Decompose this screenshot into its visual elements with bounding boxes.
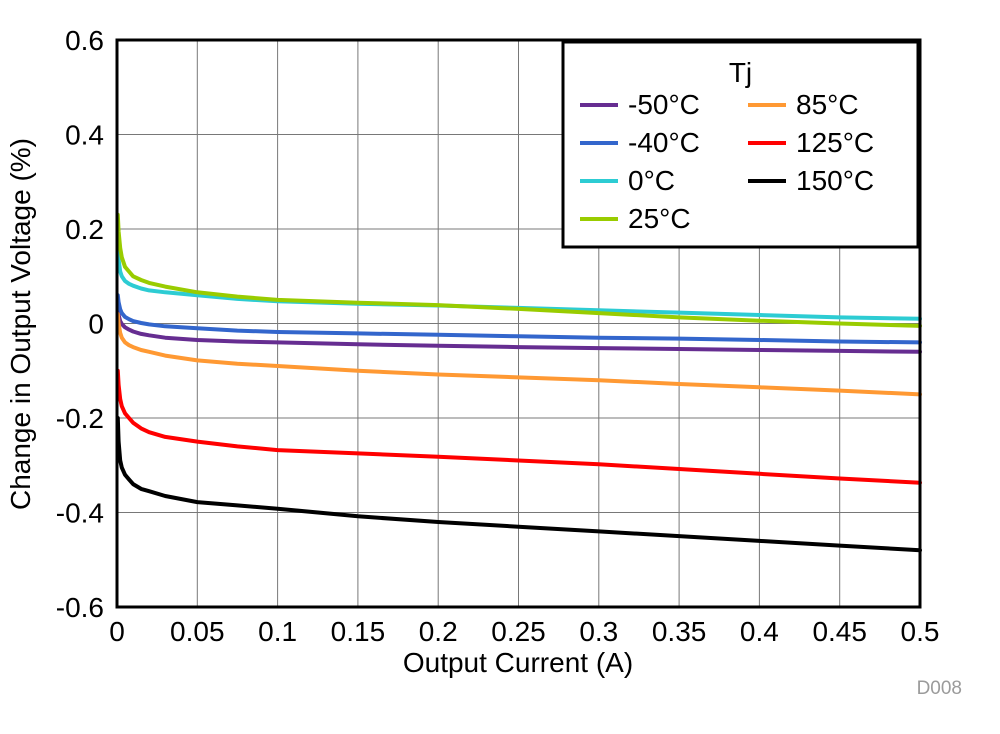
legend: Tj -50°C -40°C 0°C 25°C 85°C 125°C 150°C xyxy=(561,40,920,249)
series-line xyxy=(115,368,922,485)
legend-label: -40°C xyxy=(628,127,700,158)
x-tick-labels: 0 0.05 0.1 0.15 0.2 0.25 0.3 0.35 0.4 0.45 0.5 xyxy=(109,616,939,647)
x-axis-title: Output Current (A) xyxy=(403,647,633,678)
legend-label: 25°C xyxy=(628,203,691,234)
legend-label: 85°C xyxy=(796,89,859,120)
y-tick-labels: -0.6 -0.4 -0.2 0 0.2 0.4 0.6 xyxy=(56,25,104,623)
series-line xyxy=(115,293,922,345)
series-line xyxy=(115,245,922,321)
y-axis-title: Change in Output Voltage (%) xyxy=(5,138,36,510)
x-tick-label: 0.25 xyxy=(491,616,546,647)
legend-label: 125°C xyxy=(796,127,874,158)
x-tick-label: 0.05 xyxy=(170,616,225,647)
series-line xyxy=(115,307,922,354)
y-tick-label: -0.6 xyxy=(56,592,104,623)
y-tick-label: 0.4 xyxy=(65,120,104,151)
plot-border xyxy=(115,38,922,609)
x-tick-label: 0.45 xyxy=(812,616,867,647)
series-line xyxy=(115,312,922,397)
x-tick-label: 0.4 xyxy=(740,616,779,647)
legend-label: 150°C xyxy=(796,165,874,196)
x-tick-label: 0.35 xyxy=(652,616,707,647)
x-tick-label: 0.1 xyxy=(258,616,297,647)
y-tick-label: 0 xyxy=(88,309,104,340)
series-line xyxy=(115,416,922,553)
legend-label: -50°C xyxy=(628,89,700,120)
y-tick-label: 0.6 xyxy=(65,25,104,56)
x-tick-label: 0.3 xyxy=(579,616,618,647)
x-tick-label: 0 xyxy=(109,616,125,647)
legend-box xyxy=(561,40,920,249)
x-tick-label: 0.5 xyxy=(901,616,940,647)
y-tick-label: -0.2 xyxy=(56,403,104,434)
legend-label: 0°C xyxy=(628,165,675,196)
series-line xyxy=(115,212,922,328)
x-tick-label: 0.15 xyxy=(331,616,386,647)
x-tick-label: 0.2 xyxy=(419,616,458,647)
series-lines xyxy=(115,212,922,553)
y-tick-label: -0.4 xyxy=(56,498,104,529)
chart-code: D008 xyxy=(917,678,962,699)
y-tick-label: 0.2 xyxy=(65,214,104,245)
legend-title: Tj xyxy=(729,57,752,88)
